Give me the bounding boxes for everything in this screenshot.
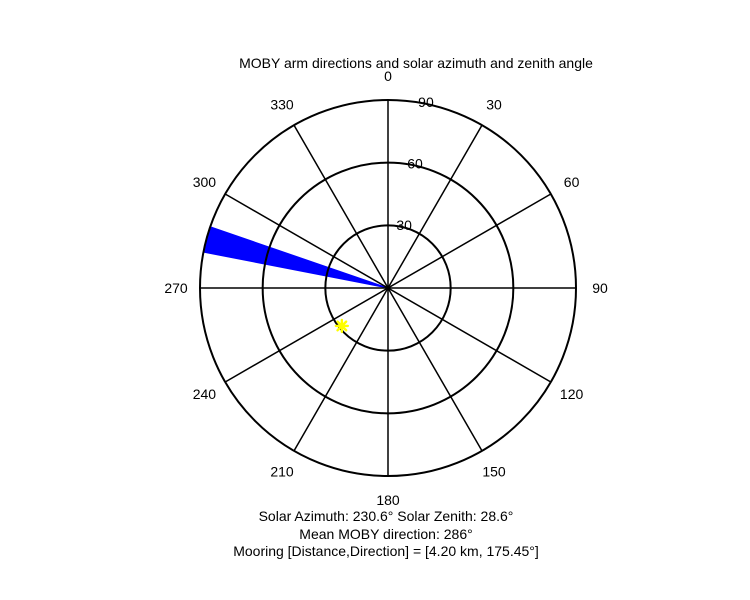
radial-tick-label: 60: [407, 156, 423, 172]
mooring-caption: Mooring [Distance,Direction] = [4.20 km,…: [233, 543, 539, 559]
azimuth-tick-label: 0: [384, 68, 392, 84]
radial-tick-label: 30: [396, 217, 412, 233]
moby-arm-wedge: [202, 226, 389, 289]
chart-title: MOBY arm directions and solar azimuth an…: [239, 55, 593, 71]
mean-moby-direction-caption: Mean MOBY direction: 286°: [299, 526, 473, 542]
azimuth-tick-label: 120: [560, 386, 584, 402]
azimuth-tick-label: 210: [270, 464, 294, 480]
azimuth-tick-label: 180: [376, 492, 400, 508]
azimuth-tick-label: 270: [164, 280, 188, 296]
solar-angles-caption: Solar Azimuth: 230.6° Solar Zenith: 28.6…: [258, 508, 514, 524]
radial-tick-label: 90: [418, 94, 434, 110]
azimuth-tick-label: 300: [193, 174, 217, 190]
azimuth-tick-label: 90: [592, 280, 608, 296]
azimuth-tick-label: 330: [270, 96, 294, 112]
azimuth-tick-label: 150: [482, 464, 506, 480]
sun-marker: [334, 318, 350, 334]
azimuth-tick-label: 240: [193, 386, 217, 402]
azimuth-tick-label: 60: [564, 174, 580, 190]
spoke-150: [293, 124, 483, 452]
azimuth-tick-label: 30: [486, 96, 502, 112]
